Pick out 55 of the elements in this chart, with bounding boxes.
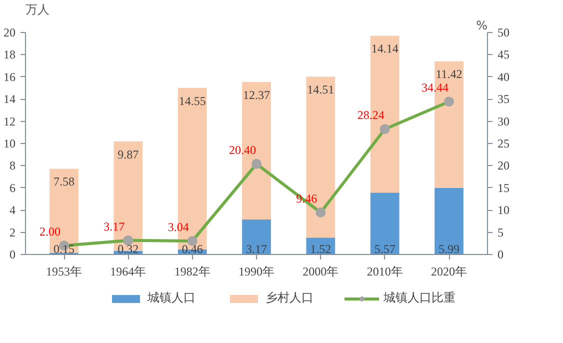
y-tick-label: 6 <box>10 180 16 195</box>
y2-tick-label: 35 <box>498 92 510 106</box>
legend-label: 城镇人口比重 <box>384 290 456 306</box>
data-label: 20.40 <box>229 142 256 157</box>
data-label: 2.00 <box>40 224 60 239</box>
data-label: 14.14 <box>371 42 398 56</box>
y-tick-label: 18 <box>4 48 16 62</box>
y-tick-label: 8 <box>10 158 16 173</box>
y2-tick-label: 50 <box>498 26 510 40</box>
y2-tick-label: 25 <box>498 136 510 150</box>
data-label: 34.44 <box>422 80 448 95</box>
data-label: 3.04 <box>168 220 189 234</box>
y-tick-label: 4 <box>10 203 16 218</box>
x-tick-label: 2020年 <box>431 264 467 278</box>
y2-tick-label: 10 <box>498 203 510 218</box>
legend-label: 城镇人口 <box>148 290 196 306</box>
y2-axis-title: % <box>476 18 488 32</box>
x-tick-label: 2010年 <box>366 264 403 278</box>
bar <box>242 219 271 254</box>
x-tick-label: 1990年 <box>238 264 274 278</box>
data-label: 7.58 <box>54 174 74 189</box>
x-tick-label: 1953年 <box>46 264 82 278</box>
data-label: 28.24 <box>357 108 384 122</box>
y2-tick-label: 30 <box>498 114 510 128</box>
data-label: 5.99 <box>438 242 460 256</box>
x-tick-label: 1982年 <box>174 264 210 278</box>
data-label: 14.55 <box>178 94 206 108</box>
y-tick-label: 14 <box>4 92 16 106</box>
data-label: 14.51 <box>307 82 334 96</box>
data-label: 0.15 <box>54 242 74 256</box>
y2-tick-label: 5 <box>498 225 504 240</box>
bar <box>370 192 400 254</box>
data-label: 3.17 <box>104 219 125 234</box>
data-label: 9.87 <box>118 147 139 162</box>
y2-tick-label: 15 <box>498 180 510 195</box>
data-label: 3.17 <box>246 242 267 256</box>
y-axis-title: 万人 <box>26 2 50 16</box>
y-tick-label: 0 <box>10 248 16 262</box>
legend-label: 乡村人口 <box>266 290 314 306</box>
y-tick-label: 2 <box>10 225 16 240</box>
data-label: 5.57 <box>374 242 396 256</box>
y2-tick-label: 20 <box>498 158 510 173</box>
data-label: 12.37 <box>243 88 270 102</box>
bar <box>434 188 464 254</box>
data-label: 11.42 <box>436 67 462 82</box>
y-tick-label: 10 <box>4 136 16 150</box>
y2-tick-label: 45 <box>498 48 510 62</box>
y-tick-label: 12 <box>4 114 16 128</box>
y2-tick-label: 40 <box>498 70 510 84</box>
x-tick-label: 1964年 <box>110 264 146 278</box>
x-tick-label: 2000年 <box>302 264 339 278</box>
data-label: 1.52 <box>310 242 332 256</box>
y2-tick-label: 0 <box>498 248 504 262</box>
y-tick-label: 16 <box>4 70 16 84</box>
y-tick-label: 20 <box>4 26 16 40</box>
